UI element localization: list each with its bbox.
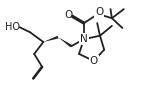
Text: O: O xyxy=(95,7,103,17)
Text: O: O xyxy=(90,56,98,66)
Text: N: N xyxy=(80,34,88,44)
Text: O: O xyxy=(64,10,73,20)
Polygon shape xyxy=(43,36,58,42)
Polygon shape xyxy=(58,37,72,47)
Text: HO: HO xyxy=(5,22,20,32)
